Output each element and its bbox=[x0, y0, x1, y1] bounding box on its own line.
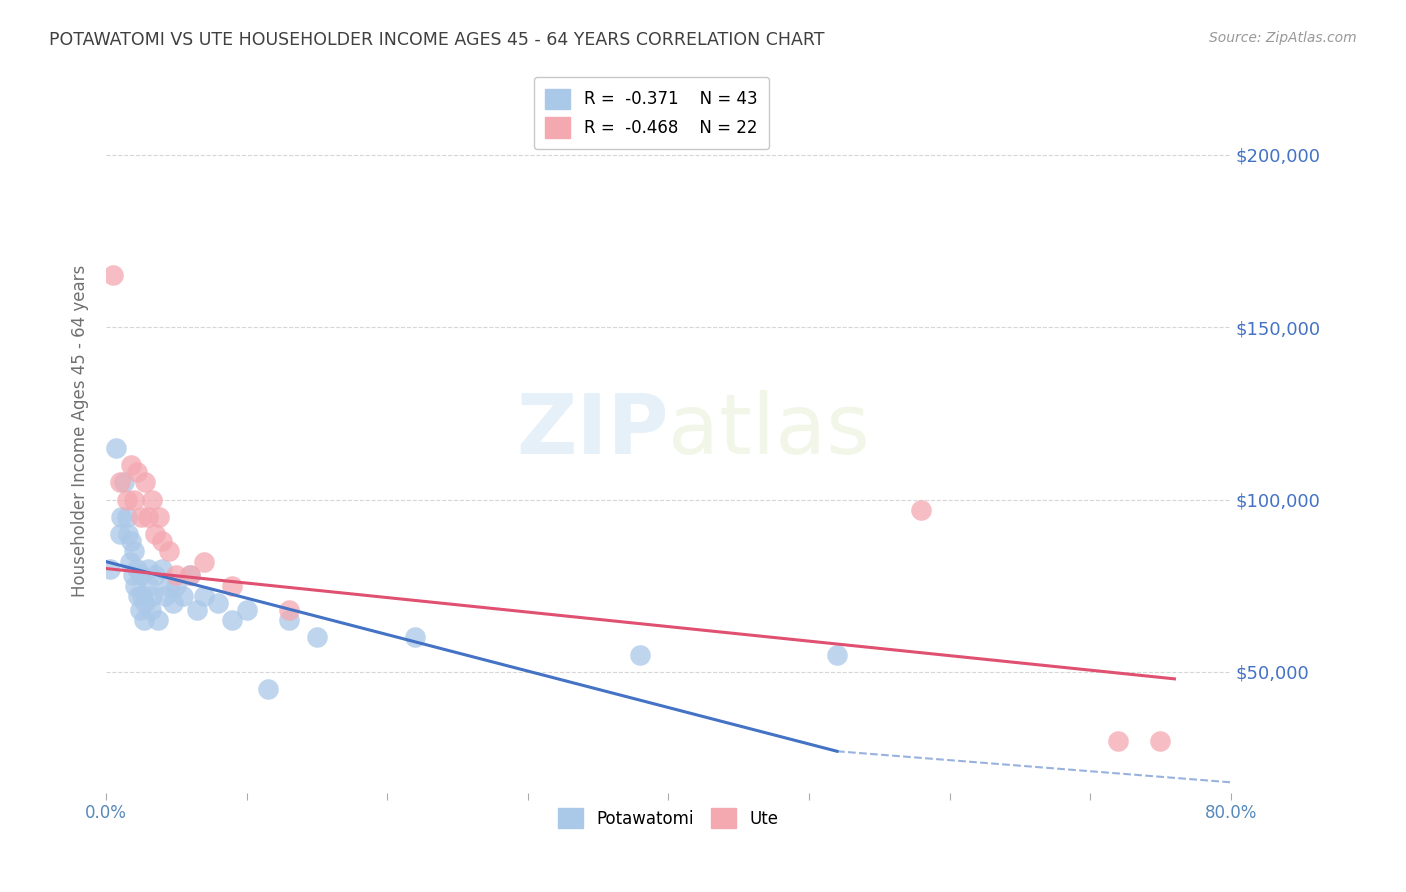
Point bbox=[120, 458, 142, 472]
Point bbox=[115, 492, 138, 507]
Point bbox=[148, 509, 170, 524]
Point bbox=[404, 631, 426, 645]
Point bbox=[153, 589, 176, 603]
Point bbox=[136, 561, 159, 575]
Point bbox=[117, 527, 139, 541]
Point bbox=[125, 465, 148, 479]
Point bbox=[207, 596, 229, 610]
Point bbox=[277, 613, 299, 627]
Point bbox=[108, 527, 131, 541]
Point bbox=[138, 579, 160, 593]
Point bbox=[122, 544, 145, 558]
Text: atlas: atlas bbox=[668, 390, 870, 471]
Point bbox=[150, 561, 173, 575]
Point bbox=[150, 533, 173, 548]
Text: Source: ZipAtlas.com: Source: ZipAtlas.com bbox=[1209, 31, 1357, 45]
Point bbox=[115, 509, 138, 524]
Point bbox=[118, 555, 141, 569]
Point bbox=[277, 603, 299, 617]
Point bbox=[139, 603, 162, 617]
Point bbox=[124, 579, 146, 593]
Point bbox=[104, 441, 127, 455]
Point bbox=[256, 682, 278, 697]
Point bbox=[143, 568, 166, 582]
Point bbox=[165, 568, 187, 582]
Text: POTAWATOMI VS UTE HOUSEHOLDER INCOME AGES 45 - 64 YEARS CORRELATION CHART: POTAWATOMI VS UTE HOUSEHOLDER INCOME AGE… bbox=[49, 31, 825, 49]
Point bbox=[628, 648, 651, 662]
Point bbox=[157, 544, 180, 558]
Point bbox=[165, 579, 187, 593]
Point bbox=[134, 475, 156, 490]
Text: ZIP: ZIP bbox=[516, 390, 668, 471]
Legend: Potawatomi, Ute: Potawatomi, Ute bbox=[551, 801, 785, 835]
Point bbox=[125, 561, 148, 575]
Point bbox=[221, 579, 243, 593]
Y-axis label: Householder Income Ages 45 - 64 years: Householder Income Ages 45 - 64 years bbox=[72, 264, 89, 597]
Point bbox=[136, 509, 159, 524]
Point bbox=[193, 589, 215, 603]
Point bbox=[1107, 734, 1129, 748]
Point bbox=[120, 533, 142, 548]
Point bbox=[172, 589, 194, 603]
Point bbox=[157, 579, 180, 593]
Point bbox=[134, 596, 156, 610]
Point bbox=[141, 492, 163, 507]
Point bbox=[193, 555, 215, 569]
Point bbox=[128, 603, 150, 617]
Point bbox=[179, 568, 201, 582]
Point bbox=[1149, 734, 1171, 748]
Point bbox=[112, 475, 135, 490]
Point bbox=[98, 561, 121, 575]
Point bbox=[146, 613, 169, 627]
Point bbox=[121, 568, 143, 582]
Point bbox=[825, 648, 848, 662]
Point bbox=[131, 589, 153, 603]
Point bbox=[127, 589, 149, 603]
Point bbox=[910, 503, 932, 517]
Point bbox=[143, 527, 166, 541]
Point bbox=[122, 492, 145, 507]
Point bbox=[162, 596, 184, 610]
Point bbox=[235, 603, 257, 617]
Point bbox=[141, 589, 163, 603]
Point bbox=[221, 613, 243, 627]
Point bbox=[179, 568, 201, 582]
Point bbox=[129, 568, 152, 582]
Point bbox=[305, 631, 328, 645]
Point bbox=[186, 603, 208, 617]
Point bbox=[110, 509, 132, 524]
Point bbox=[101, 268, 124, 283]
Point bbox=[108, 475, 131, 490]
Point bbox=[129, 509, 152, 524]
Point bbox=[132, 613, 155, 627]
